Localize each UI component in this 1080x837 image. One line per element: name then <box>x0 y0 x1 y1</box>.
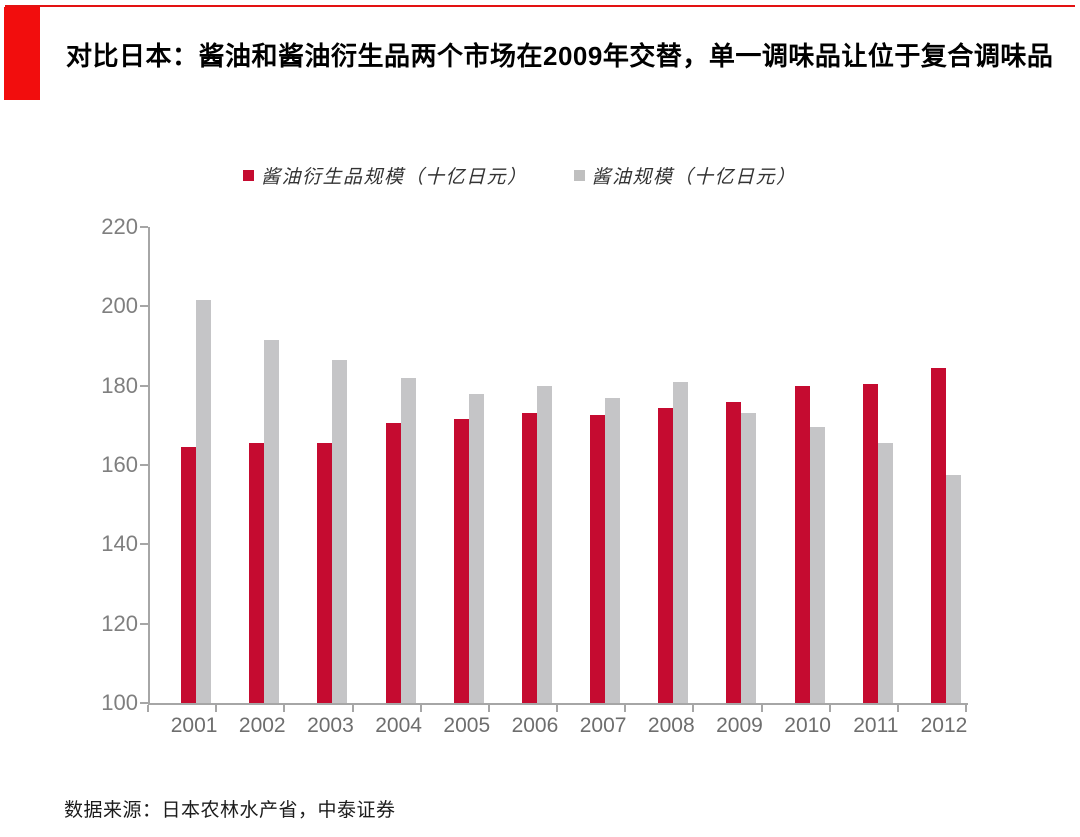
y-tick-mark <box>140 464 148 466</box>
y-tick-mark <box>140 702 148 704</box>
x-tick-label-2010: 2010 <box>784 714 831 737</box>
bar-2011 <box>877 443 893 703</box>
bar-2012 <box>930 367 946 703</box>
bar-2009 <box>726 401 742 703</box>
x-tick-mark <box>351 705 354 712</box>
bar-2007 <box>590 415 606 703</box>
x-tick-mark <box>896 705 899 712</box>
plot-area <box>148 227 968 705</box>
chart-legend: 酱油衍生品规模（十亿日元） 酱油规模（十亿日元） <box>243 162 797 189</box>
bar-2002 <box>264 340 280 703</box>
y-tick-label: 100 <box>101 690 138 715</box>
page-title: 对比日本：酱油和酱油衍生品两个市场在2009年交替，单一调味品让位于复合调味品 <box>66 41 1054 71</box>
legend-marker-red-square <box>243 170 254 181</box>
y-tick-label: 160 <box>101 452 138 477</box>
bar-2005 <box>468 393 484 703</box>
y-tick-label: 120 <box>101 610 138 636</box>
x-tick-label-2012: 2012 <box>920 714 968 737</box>
legend-item-derivatives: 酱油衍生品规模（十亿日元） <box>243 162 528 189</box>
x-tick-mark <box>147 705 149 712</box>
bar-group-2001 <box>162 227 230 703</box>
bar-group-2005 <box>435 227 503 703</box>
x-tick-label-2007: 2007 <box>579 714 627 737</box>
bar-2009 <box>741 413 757 703</box>
y-tick-mark <box>140 305 148 308</box>
x-tick-label-2001: 2001 <box>170 714 218 737</box>
bar-2008 <box>673 381 689 703</box>
bar-group-2012 <box>912 227 980 703</box>
y-tick-label: 200 <box>101 293 138 319</box>
x-tick-mark <box>624 705 627 712</box>
x-tick-mark <box>828 705 831 712</box>
y-tick-label: 180 <box>101 372 138 398</box>
y-tick-label: 140 <box>101 531 138 557</box>
bar-group-2004 <box>367 227 435 703</box>
bar-2001 <box>181 447 197 703</box>
x-tick-mark <box>760 705 763 712</box>
bar-2010 <box>809 427 825 703</box>
bar-2006 <box>521 413 537 703</box>
red-accent-block <box>4 7 40 100</box>
bar-2005 <box>453 419 469 703</box>
x-tick-mark <box>487 705 490 712</box>
bar-group-2008 <box>639 227 707 703</box>
bar-group-2002 <box>230 227 298 703</box>
x-tick-label-2008: 2008 <box>647 714 695 737</box>
x-tick-mark <box>692 705 695 712</box>
bar-group-2007 <box>571 227 639 703</box>
y-tick-mark <box>140 543 148 546</box>
bar-group-2011 <box>844 227 912 703</box>
legend-marker-gray-square <box>573 170 585 181</box>
bar-group-2010 <box>776 227 844 703</box>
bar-2008 <box>658 407 674 703</box>
y-tick-mark <box>140 226 148 228</box>
top-divider-line <box>5 5 1075 7</box>
bar-2007 <box>605 397 621 703</box>
bar-group-2003 <box>298 227 366 703</box>
bar-2001 <box>196 300 212 703</box>
x-tick-label-2009: 2009 <box>716 714 763 737</box>
y-tick-label: 220 <box>101 214 138 239</box>
bar-2004 <box>400 377 416 703</box>
bar-2006 <box>536 385 552 703</box>
x-tick-mark <box>556 705 558 712</box>
x-tick-mark <box>283 705 286 712</box>
bar-2010 <box>794 385 810 703</box>
x-tick-mark <box>419 705 422 712</box>
x-tick-mark <box>965 705 967 712</box>
bar-2003 <box>317 443 333 703</box>
bar-2003 <box>332 359 348 703</box>
x-tick-label-2011: 2011 <box>853 714 899 737</box>
x-tick-label-2004: 2004 <box>375 714 422 737</box>
x-tick-label-2003: 2003 <box>307 714 354 737</box>
data-source-note: 数据来源：日本农林水产省，中泰证券 <box>64 800 396 821</box>
legend-label-soysauce: 酱油规模（十亿日元） <box>591 166 797 188</box>
legend-item-soysauce: 酱油规模（十亿日元） <box>573 162 797 189</box>
bar-2011 <box>862 383 878 703</box>
bar-group-2006 <box>503 227 571 703</box>
y-tick-mark <box>140 384 148 387</box>
bar-2012 <box>945 474 961 703</box>
y-tick-mark <box>140 622 148 625</box>
legend-label-derivatives: 酱油衍生品规模（十亿日元） <box>261 166 528 188</box>
x-tick-label-2005: 2005 <box>443 714 491 737</box>
bar-group-2009 <box>707 227 775 703</box>
bar-groups <box>150 227 968 703</box>
bar-2002 <box>249 443 265 703</box>
x-tick-label-2006: 2006 <box>511 714 559 737</box>
x-axis-labels: 2001 2002 2003 2004 2005 2006 2007 2008 2009 2010… <box>148 714 968 738</box>
x-tick-mark <box>215 705 218 712</box>
bar-2004 <box>385 423 401 703</box>
x-tick-label-2002: 2002 <box>238 714 286 737</box>
